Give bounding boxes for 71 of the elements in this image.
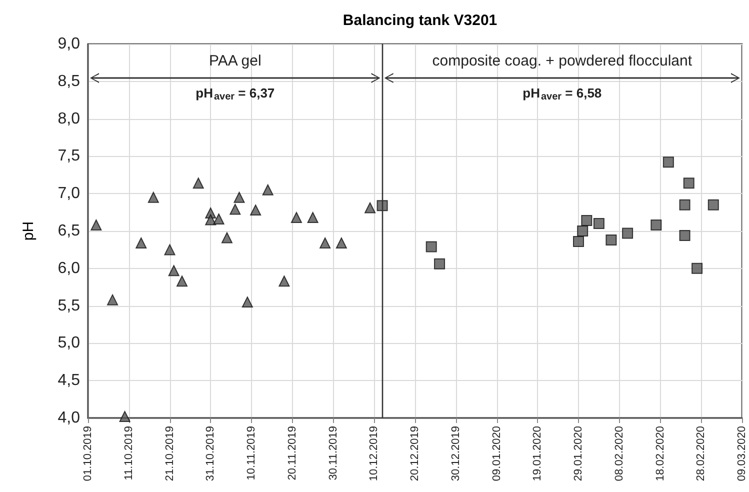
point — [192, 178, 204, 189]
point — [320, 237, 331, 248]
x-tick-label: 19.01.2020 — [532, 426, 544, 482]
x-tick-label: 10.12.2019 — [368, 426, 380, 482]
x-tick-label: 09.03.2020 — [736, 426, 748, 482]
point — [376, 200, 388, 212]
point — [434, 258, 446, 270]
x-tick-label: 20.12.2019 — [409, 426, 421, 482]
point — [577, 226, 588, 236]
point — [679, 230, 690, 241]
x-tick-label: 31.10.2019 — [204, 426, 217, 482]
x-tick-label: 30.11.2019 — [327, 426, 340, 480]
point — [662, 156, 674, 168]
y-tick-label: 6,0 — [58, 260, 80, 277]
y-tick-label: 7,5 — [58, 148, 80, 165]
point — [650, 220, 662, 231]
point — [683, 178, 694, 189]
x-tick-label: 10.11.2019 — [246, 426, 258, 480]
annotation: composite coag. + powdered flocculant — [432, 52, 693, 70]
x-tick-label: 21.10.2019 — [164, 426, 176, 482]
point — [205, 214, 216, 226]
y-tick-label: 4,0 — [58, 410, 80, 426]
y-tick-label: 4,5 — [58, 372, 80, 390]
x-tick-label: 18.02.2020 — [654, 426, 666, 482]
point — [262, 184, 274, 196]
point — [136, 237, 147, 248]
point — [213, 214, 224, 225]
y-tick-label: 8,5 — [58, 72, 80, 90]
point — [278, 276, 290, 287]
x-tick-label: 30.12.2019 — [450, 426, 462, 482]
point — [593, 218, 604, 230]
x-tick-label: 08.02.2020 — [613, 426, 626, 482]
y-tick-label: 6,5 — [58, 222, 80, 240]
point — [336, 237, 347, 248]
point — [606, 234, 617, 246]
point — [107, 294, 118, 306]
annotation: PAA gel — [209, 52, 262, 70]
point — [230, 204, 241, 215]
x-tick-label: 09.01.2020 — [490, 426, 503, 482]
y-tick-label: 5,5 — [58, 297, 80, 314]
y-axis-title: pH — [20, 221, 37, 241]
point — [234, 192, 245, 203]
x-tick-label: 11.10.2019 — [122, 426, 135, 480]
chart-title: Balancing tank V3201 — [342, 12, 498, 29]
point — [679, 199, 690, 210]
point — [164, 244, 176, 256]
point — [581, 215, 592, 226]
x-tick-label: 28.02.2020 — [695, 426, 708, 482]
point — [573, 236, 584, 247]
y-tick-label: 7,0 — [58, 185, 80, 202]
point — [176, 276, 188, 287]
x-tick-label: 20.11.2019 — [286, 426, 298, 480]
point — [364, 202, 376, 214]
point — [692, 262, 703, 274]
point — [426, 241, 437, 252]
point — [119, 411, 130, 422]
x-tick-label: 29.01.2020 — [572, 426, 584, 482]
point — [708, 199, 719, 210]
point — [622, 228, 634, 239]
point — [221, 232, 232, 244]
y-tick-label: 8,0 — [58, 110, 80, 128]
y-tick-label: 5,0 — [58, 334, 80, 352]
x-tick-label: 01.10.2019 — [82, 426, 94, 482]
y-tick-label: 9,0 — [58, 36, 80, 52]
point — [290, 212, 302, 224]
point — [90, 220, 102, 231]
point — [242, 296, 253, 308]
point — [168, 265, 180, 276]
point — [148, 192, 159, 203]
point — [250, 204, 262, 216]
point — [307, 212, 318, 224]
